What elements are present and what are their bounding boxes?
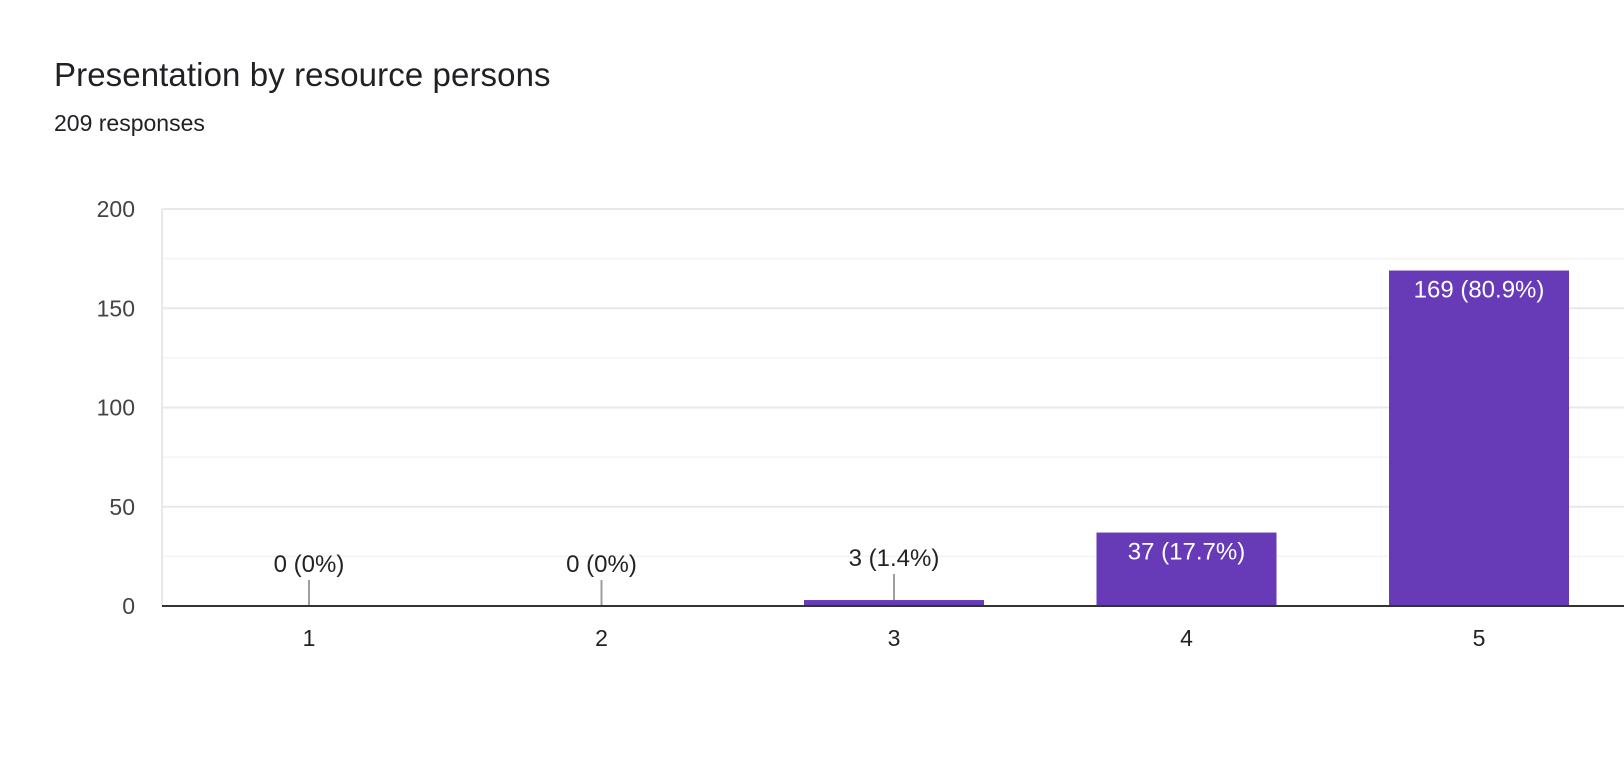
- x-tick-label: 5: [1473, 625, 1486, 651]
- data-label: 169 (80.9%): [1414, 277, 1545, 304]
- x-tick-label: 1: [303, 625, 316, 651]
- bar: [1096, 532, 1277, 606]
- data-label: 0 (0%): [274, 551, 345, 578]
- response-count: 209 responses: [54, 110, 205, 136]
- y-tick-label: 0: [122, 593, 135, 619]
- x-tick-label: 3: [888, 625, 901, 651]
- data-label: 0 (0%): [566, 551, 637, 578]
- bar: [804, 600, 984, 606]
- x-tick-label: 2: [595, 625, 608, 651]
- bar: [1389, 270, 1569, 606]
- y-tick-label: 200: [97, 196, 135, 222]
- y-tick-label: 150: [97, 295, 135, 321]
- x-tick-label: 4: [1180, 625, 1193, 651]
- y-tick-label: 50: [109, 494, 135, 520]
- data-label: 3 (1.4%): [849, 545, 940, 572]
- y-tick-label: 100: [97, 395, 135, 421]
- chart-title: Presentation by resource persons: [54, 56, 551, 93]
- data-label: 37 (17.7%): [1128, 539, 1245, 566]
